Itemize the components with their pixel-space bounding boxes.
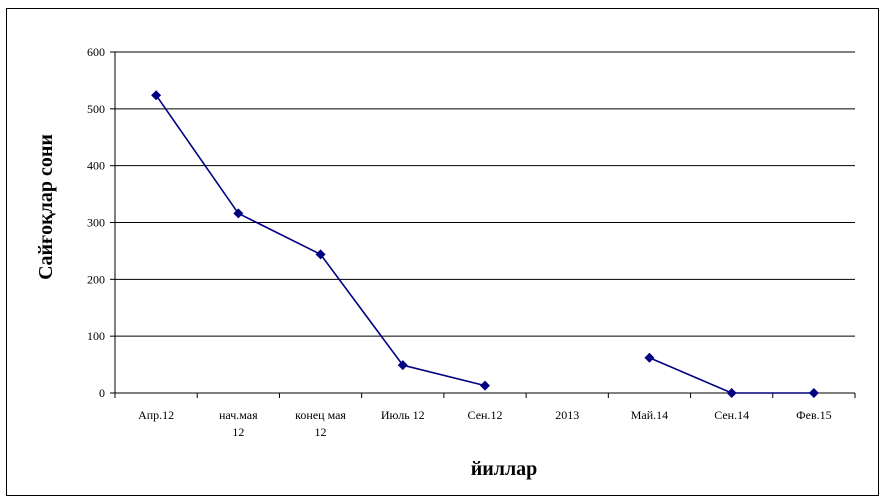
series-line-segment <box>155 94 486 387</box>
y-tick-label: 600 <box>87 45 105 59</box>
y-tick-label: 300 <box>87 216 105 230</box>
series-lines <box>155 94 814 394</box>
gridlines <box>110 51 856 398</box>
x-axis-title: йиллар <box>471 458 538 480</box>
data-point-8 <box>808 388 819 398</box>
data-point-2 <box>315 249 326 260</box>
x-tick-label: нач.мая 12 <box>219 408 258 439</box>
x-tick-label: Май.14 <box>631 408 668 422</box>
x-tick-label: Сен.12 <box>468 408 503 422</box>
y-axis-title: Сайғоқлар сони <box>35 134 57 280</box>
x-tick-label: Фев.15 <box>796 408 831 422</box>
x-tick-label: Сен.14 <box>714 408 749 422</box>
x-tick-label: 2013 <box>555 408 579 422</box>
x-tick-label: Июль 12 <box>381 408 425 422</box>
chart-frame: 0 100 200 300 400 500 600 Апр.12 нач.мая 12 конец… <box>6 8 879 496</box>
x-tick-labels: Апр.12 нач.мая 12 конец мая 12 Июль 12 Сен.12 2… <box>138 408 832 439</box>
series-points <box>151 90 819 398</box>
x-tick-label: конец мая 12 <box>295 408 346 439</box>
data-point-4 <box>480 380 490 391</box>
x-tick-label: Апр.12 <box>138 408 174 422</box>
y-tick-labels: 0 100 200 300 400 500 600 <box>87 45 105 400</box>
data-point-0 <box>151 90 162 101</box>
data-point-3 <box>397 360 408 371</box>
data-point-6 <box>644 352 655 363</box>
y-tick-label: 0 <box>99 386 105 400</box>
series-line-segment <box>649 357 814 394</box>
data-point-7 <box>726 388 737 398</box>
line-chart: 0 100 200 300 400 500 600 Апр.12 нач.мая 12 конец… <box>35 45 856 480</box>
y-tick-label: 400 <box>87 159 105 173</box>
y-tick-label: 200 <box>87 272 105 286</box>
y-tick-label: 500 <box>87 102 105 116</box>
data-point-1 <box>233 208 244 219</box>
y-tick-label: 100 <box>87 329 105 343</box>
